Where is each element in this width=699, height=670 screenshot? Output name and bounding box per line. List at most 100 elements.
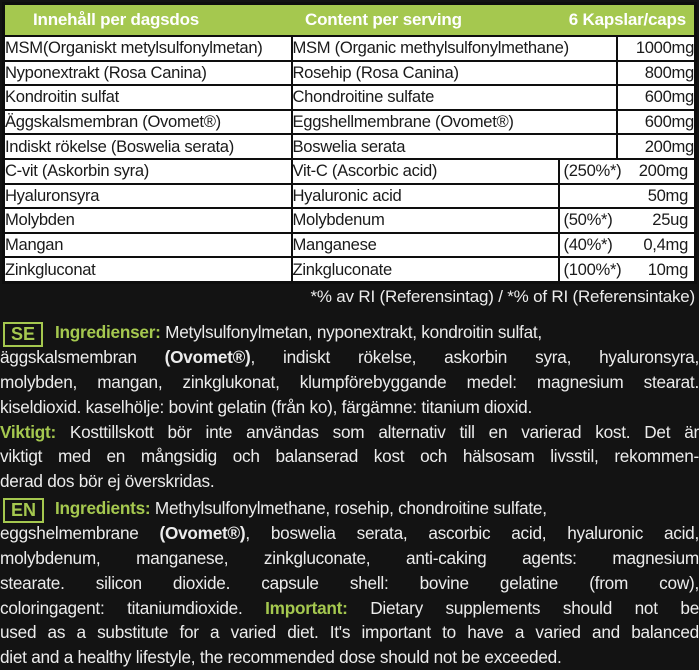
table-row: Hyaluronsyra Hyaluronic acid 50mg xyxy=(2,182,697,210)
text-run: used as a substitute for a varied diet. … xyxy=(0,622,699,643)
amount-value: 50mg xyxy=(647,185,689,205)
ingredients-line: stearate. silicon dioxide. capsule shell… xyxy=(0,571,699,596)
text-run: Kosttillskott bör inte användas som alte… xyxy=(69,421,699,442)
amount-cell: (50%*) 25ug xyxy=(557,207,697,234)
text-run: molybden, mangan, zinkglukonat, klumpför… xyxy=(0,371,699,392)
text-run: (Ovomet®) xyxy=(159,522,246,543)
en-badge: EN xyxy=(3,498,45,523)
ingredient-name-sv: Mangan xyxy=(2,231,293,259)
text-run: Dietary supplements should not be xyxy=(370,597,699,618)
accent-label: Ingredients: xyxy=(55,498,155,518)
text-run: äggskalsmembran xyxy=(0,346,165,367)
amount-cell: 1000mg xyxy=(615,35,697,62)
ingredient-name-sv: Nyponextrakt (Rosa Canina) xyxy=(2,59,293,87)
table-row: Zinkgluconat Zinkgluconate (100%*) 10mg xyxy=(2,256,697,284)
ingredients-line: Viktigt: Kosttillskott bör inte användas… xyxy=(0,420,699,445)
amount-cell: 600mg xyxy=(615,84,697,111)
text-run: stearate. silicon dioxide. capsule shell… xyxy=(0,572,699,593)
ingredients-line: kiseldioxid. kaselhölje: bovint gelatin … xyxy=(0,395,699,420)
ingredient-name-en: Zinkgluconate xyxy=(290,256,560,284)
ingredient-name-en: MSM (Organic methylsulfonylmethane) xyxy=(290,35,618,62)
ri-percentage: (250%*) xyxy=(563,161,622,181)
text-run: kiseldioxid. kaselhölje: bovint gelatin … xyxy=(0,396,532,417)
se-badge: SE xyxy=(3,322,44,347)
amount-split: (100%*) 10mg xyxy=(561,259,694,280)
ingredient-name-en: Molybdenum xyxy=(290,207,560,234)
text-run: molybdenum, manganese, zinkgluconate, an… xyxy=(0,547,699,568)
ingredient-name-en: Hyaluronic acid xyxy=(290,182,560,210)
ingredient-name-en: Chondroitine sulfate xyxy=(290,84,618,111)
amount-cell: 200mg xyxy=(615,133,697,160)
ingredients-line: viktigt med en mångsidig och balanserad … xyxy=(0,444,699,469)
table-header-cell: Innehåll per dagsdos Content per serving… xyxy=(2,2,697,37)
amount-split: (40%*) 0,4mg xyxy=(561,235,694,255)
text-run: Methylsulfonylmethane, rosehip, chondroi… xyxy=(154,498,547,518)
accent-label: Important: xyxy=(265,597,371,618)
ingredient-name-en: Vit-C (Ascorbic acid) xyxy=(290,157,560,185)
amount-cell: 800mg xyxy=(615,59,697,87)
ingredient-name-sv: Zinkgluconat xyxy=(2,256,293,284)
table-row: Nyponextrakt (Rosa Canina) Rosehip (Rosa … xyxy=(2,59,697,87)
amount-cell: (40%*) 0,4mg xyxy=(557,231,697,259)
table-row: Mangan Manganese (40%*) 0,4mg xyxy=(2,231,697,259)
ri-percentage: (100%*) xyxy=(563,259,622,279)
section-swedish: SE Ingredienser: Metylsulfonylmetan, nyp… xyxy=(0,320,699,494)
accent-label: Ingredienser: xyxy=(55,322,166,342)
table-header-row: Innehåll per dagsdos Content per serving… xyxy=(2,2,697,37)
text-run: (Ovomet®) xyxy=(164,346,251,367)
header-label-swedish: Innehåll per dagsdos xyxy=(33,10,200,29)
ri-percentage: (50%*) xyxy=(563,210,613,230)
ingredients-line: eggshelmembrane (Ovomet®), boswelia sera… xyxy=(0,521,699,546)
ingredient-name-sv: Indiskt rökelse (Boswelia serata) xyxy=(2,133,293,160)
text-run: coloringagent: titaniumdioxide. xyxy=(0,597,266,618)
ingredients-line: äggskalsmembran (Ovomet®), indiskt rökel… xyxy=(0,345,699,370)
text-run: viktigt med en mångsidig och balanserad … xyxy=(0,446,699,467)
amount-cell: 50mg xyxy=(557,182,697,210)
ingredient-name-sv: MSM(Organiskt metylsulfonylmetan) xyxy=(2,35,293,62)
text-run: , indiskt rökelse, askorbin syra, hyalur… xyxy=(250,346,699,367)
table-row: Indiskt rökelse (Boswelia serata) Bosweli… xyxy=(2,133,697,160)
ingredients-line: used as a substitute for a varied diet. … xyxy=(0,620,699,645)
ingredients-line: coloringagent: titaniumdioxide. Importan… xyxy=(0,596,699,621)
amount-cell: (250%*) 200mg xyxy=(557,157,697,185)
amount-value: 200mg xyxy=(638,161,689,181)
ingredient-name-sv: Hyaluronsyra xyxy=(2,182,293,210)
amount-split: (250%*) 200mg xyxy=(561,161,694,181)
ingredients-line: derad dos bör ej överskridas. xyxy=(0,469,699,494)
text-run: diet and a healthy lifestyle, the recomm… xyxy=(0,647,562,668)
ingredient-name-sv: Molybden xyxy=(2,207,293,234)
ingredients-line: Ingredienser: Metylsulfonylmetan, nypone… xyxy=(0,320,699,345)
table-row: Äggskalsmembran (Ovomet®) Eggshellmembran… xyxy=(2,108,697,136)
text-run: derad dos bör ej överskridas. xyxy=(0,471,215,492)
amount-cell: 600mg xyxy=(615,108,697,136)
reference-intake-footnote: *% av RI (Referensintag) / *% of RI (Ref… xyxy=(310,287,695,306)
ingredients-line: diet and a healthy lifestyle, the recomm… xyxy=(0,645,699,670)
text-run: Metylsulfonylmetan, nyponextrakt, kondro… xyxy=(165,322,542,342)
amount-value: 0,4mg xyxy=(643,235,688,255)
ingredient-name-sv: C-vit (Askorbin syra) xyxy=(2,157,293,185)
nutrition-table-body: MSM(Organiskt metylsulfonylmetan) MSM (Or… xyxy=(2,35,697,284)
english-ingredients-text: Ingredients: Methylsulfonylmethane, rose… xyxy=(0,496,699,670)
amount-value: 25ug xyxy=(652,210,688,230)
ri-percentage: (40%*) xyxy=(563,235,613,255)
ingredients-line: molybdenum, manganese, zinkgluconate, an… xyxy=(0,546,699,571)
ingredients-line: Ingredients: Methylsulfonylmethane, rose… xyxy=(0,496,699,521)
text-run: eggshelmembrane xyxy=(0,522,160,543)
nutrition-table: Innehåll per dagsdos Content per serving… xyxy=(2,2,697,284)
ingredient-name-en: Eggshellmembrane (Ovomet®) xyxy=(290,108,618,136)
table-row: Molybden Molybdenum (50%*) 25ug xyxy=(2,207,697,234)
header-label-english: Content per serving xyxy=(305,10,462,29)
table-row: C-vit (Askorbin syra) Vit-C (Ascorbic aci… xyxy=(2,157,697,185)
ingredient-name-en: Rosehip (Rosa Canina) xyxy=(290,59,618,87)
ingredient-name-sv: Äggskalsmembran (Ovomet®) xyxy=(2,108,293,136)
ingredient-name-en: Boswelia serata xyxy=(290,133,618,160)
table-row: MSM(Organiskt metylsulfonylmetan) MSM (Or… xyxy=(2,35,697,62)
ingredient-name-sv: Kondroitin sulfat xyxy=(2,84,293,111)
amount-split: (50%*) 25ug xyxy=(561,210,694,230)
table-row: Kondroitin sulfat Chondroitine sulfate 600… xyxy=(2,84,697,111)
accent-label: Viktigt: xyxy=(0,421,70,442)
ingredient-name-en: Manganese xyxy=(290,231,560,259)
swedish-ingredients-text: Ingredienser: Metylsulfonylmetan, nypone… xyxy=(0,320,699,494)
ingredients-line: molybden, mangan, zinkglukonat, klumpför… xyxy=(0,370,699,395)
